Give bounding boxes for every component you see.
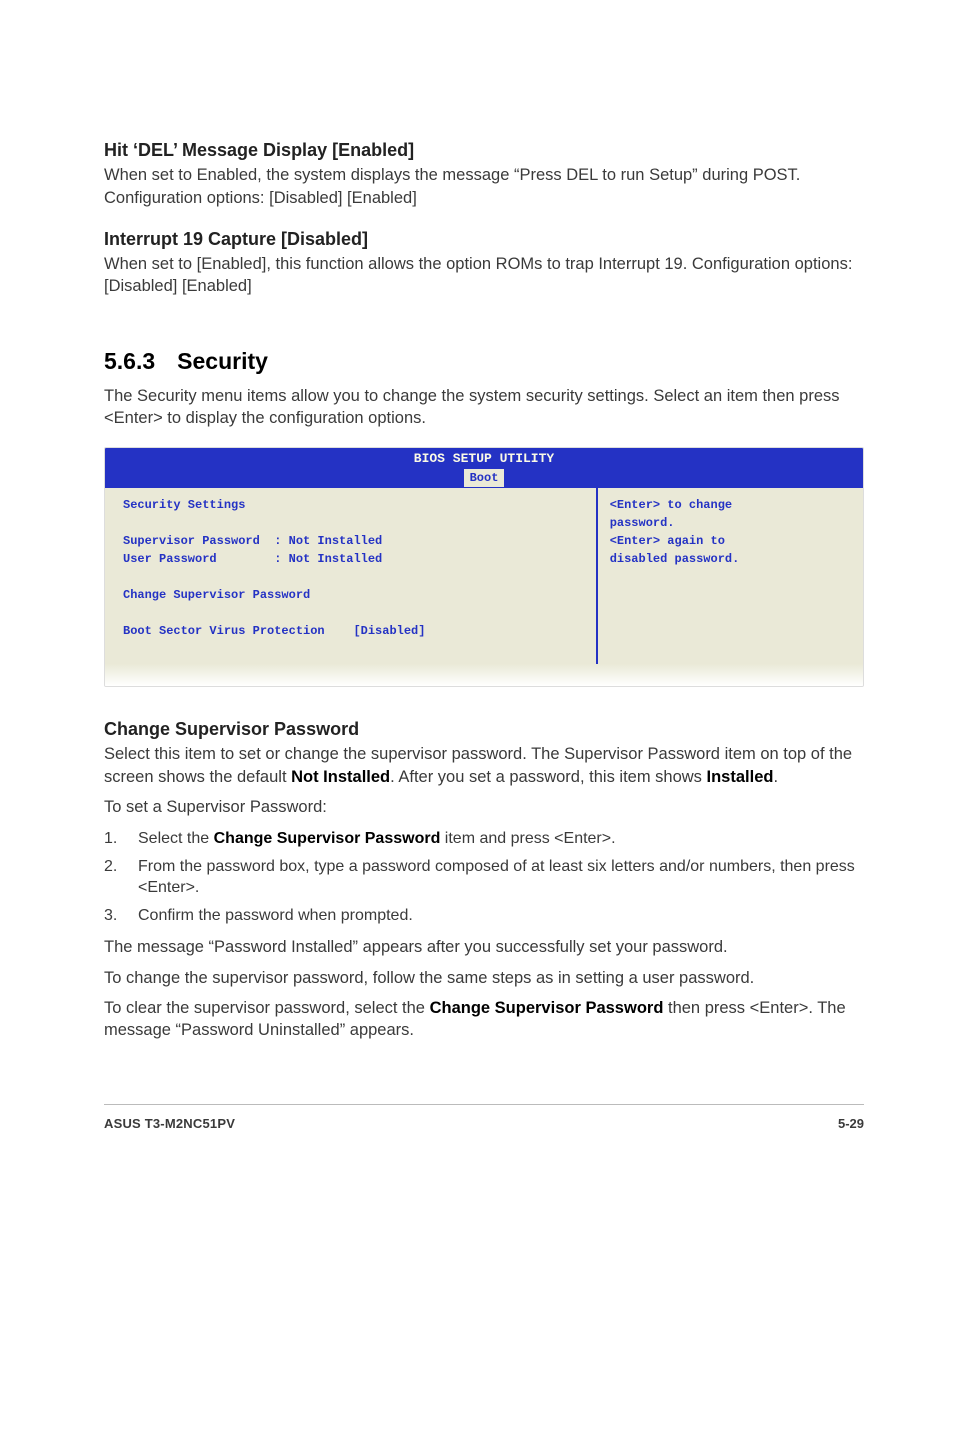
paragraph-change-sup-1: Select this item to set or change the su… [104,743,864,788]
bios-panel: BIOS SETUP UTILITY Boot Security Setting… [104,447,864,687]
bold-installed: Installed [707,768,774,786]
bios-tab: Boot [464,469,505,487]
text: . [773,768,778,786]
paragraph-to-set: To set a Supervisor Password: [104,796,864,818]
bios-spacer [123,568,578,586]
list-item: 1. Select the Change Supervisor Password… [104,828,864,850]
ordered-list: 1. Select the Change Supervisor Password… [104,828,864,926]
bios-spacer2 [123,604,578,622]
list-item: 3. Confirm the password when prompted. [104,905,864,927]
bios-left-pane: Security Settings Supervisor Password : … [105,488,598,664]
list-body: From the password box, type a password c… [138,856,864,899]
bios-header: BIOS SETUP UTILITY Boot [105,448,863,488]
bold-not-installed: Not Installed [291,768,390,786]
list-item: 2. From the password box, type a passwor… [104,856,864,899]
bios-body: Security Settings Supervisor Password : … [105,488,863,664]
bios-right-pane: <Enter> to change password. <Enter> agai… [598,488,863,664]
bios-boot-sector-row: Boot Sector Virus Protection [Disabled] [123,622,578,640]
footer-product: ASUS T3-M2NC51PV [104,1115,235,1133]
bios-security-heading: Security Settings [123,496,578,514]
bold-change-supervisor: Change Supervisor Password [214,830,441,847]
bios-supervisor-password-row: Supervisor Password : Not Installed [123,532,578,550]
text: To clear the supervisor password, select… [104,999,430,1017]
bios-fade [105,664,863,686]
heading-security-title: Security [177,348,268,374]
list-number: 1. [104,828,138,850]
bios-help-line: <Enter> to change [610,496,851,514]
footer-page-number: 5-29 [838,1115,864,1133]
text: . After you set a password, this item sh… [390,768,706,786]
heading-security-number: 5.6.3 [104,346,155,377]
heading-hit-del: Hit ‘DEL’ Message Display [Enabled] [104,138,864,162]
bios-help-line: disabled password. [610,550,851,568]
heading-interrupt: Interrupt 19 Capture [Disabled] [104,227,864,251]
bios-divider [123,514,578,532]
paragraph-security-intro: The Security menu items allow you to cha… [104,385,864,430]
list-body: Select the Change Supervisor Password it… [138,828,864,850]
paragraph-clear: To clear the supervisor password, select… [104,997,864,1042]
list-number: 2. [104,856,138,899]
list-number: 3. [104,905,138,927]
paragraph-change-follow: To change the supervisor password, follo… [104,967,864,989]
text: Select the [138,830,214,847]
bios-title: BIOS SETUP UTILITY [414,451,554,466]
paragraph-msg-installed: The message “Password Installed” appears… [104,936,864,958]
paragraph-hit-del: When set to Enabled, the system displays… [104,164,864,209]
text: item and press <Enter>. [440,830,615,847]
bios-help-line: <Enter> again to [610,532,851,550]
bios-change-supervisor-row: Change Supervisor Password [123,586,578,604]
bios-help-line: password. [610,514,851,532]
heading-security: 5.6.3 Security [104,346,864,377]
list-body: Confirm the password when prompted. [138,905,864,927]
heading-change-supervisor: Change Supervisor Password [104,717,864,741]
paragraph-interrupt: When set to [Enabled], this function all… [104,253,864,298]
page-footer: ASUS T3-M2NC51PV 5-29 [104,1104,864,1133]
bios-user-password-row: User Password : Not Installed [123,550,578,568]
bold-change-supervisor: Change Supervisor Password [430,999,664,1017]
